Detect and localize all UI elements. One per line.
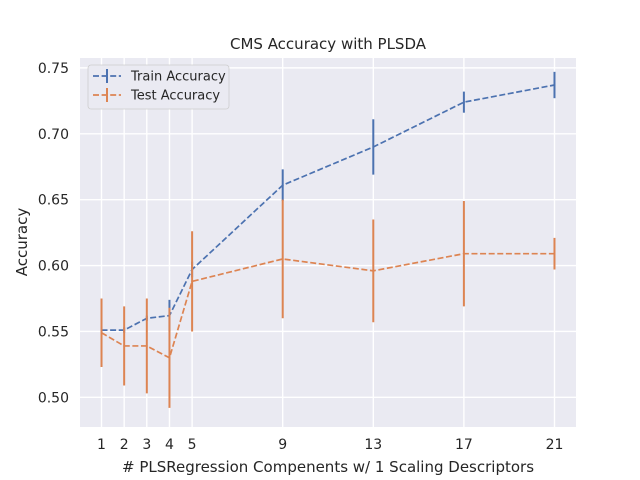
x-tick-label: 3 xyxy=(142,437,151,453)
x-tick-label: 4 xyxy=(165,437,174,453)
x-axis-label: # PLSRegression Compenents w/ 1 Scaling … xyxy=(122,458,534,476)
legend-label: Test Accuracy xyxy=(130,89,220,104)
y-tick-label: 0.60 xyxy=(38,259,69,275)
x-tick-label: 1 xyxy=(97,437,106,453)
x-tick-label: 13 xyxy=(364,437,382,453)
series-layer xyxy=(100,71,556,408)
y-tick-label: 0.50 xyxy=(38,390,69,406)
y-tick-label: 0.65 xyxy=(38,193,69,209)
data-point xyxy=(145,345,148,347)
chart-title: CMS Accuracy with PLSDA xyxy=(230,35,427,53)
legend: Train Accuracy Test Accuracy xyxy=(87,64,230,110)
data-point xyxy=(100,331,103,334)
data-point xyxy=(168,356,171,359)
data-point xyxy=(191,280,194,283)
y-axis-label: Accuracy xyxy=(13,208,31,277)
y-tick-label: 0.75 xyxy=(38,61,69,77)
data-point xyxy=(462,252,465,255)
series-line xyxy=(101,252,555,360)
data-point xyxy=(372,146,375,148)
series-1 xyxy=(100,199,556,408)
legend-item-1: Test Accuracy xyxy=(93,88,220,104)
data-point xyxy=(553,84,556,86)
y-tick-label: 0.55 xyxy=(38,324,69,340)
data-point xyxy=(281,258,284,260)
x-tick-label: 2 xyxy=(120,437,129,453)
legend-label: Train Accuracy xyxy=(130,70,226,85)
data-point xyxy=(462,101,465,104)
plot-background xyxy=(80,58,576,427)
data-point xyxy=(281,184,284,187)
x-tick-label: 9 xyxy=(278,437,287,453)
x-tick-label: 17 xyxy=(455,437,473,453)
data-point xyxy=(553,252,556,255)
tick-labels: 1 2 3 4 5 9 13 17 21 0.50 0.55 0.60 0.65 0.70 0.75 xyxy=(38,61,564,453)
y-tick-label: 0.70 xyxy=(38,127,69,143)
x-tick-label: 21 xyxy=(546,437,564,453)
x-tick-label: 5 xyxy=(188,437,197,453)
legend-frame xyxy=(87,64,230,110)
legend-item-0: Train Accuracy xyxy=(93,69,226,85)
data-point xyxy=(372,269,375,272)
data-point xyxy=(123,345,126,347)
